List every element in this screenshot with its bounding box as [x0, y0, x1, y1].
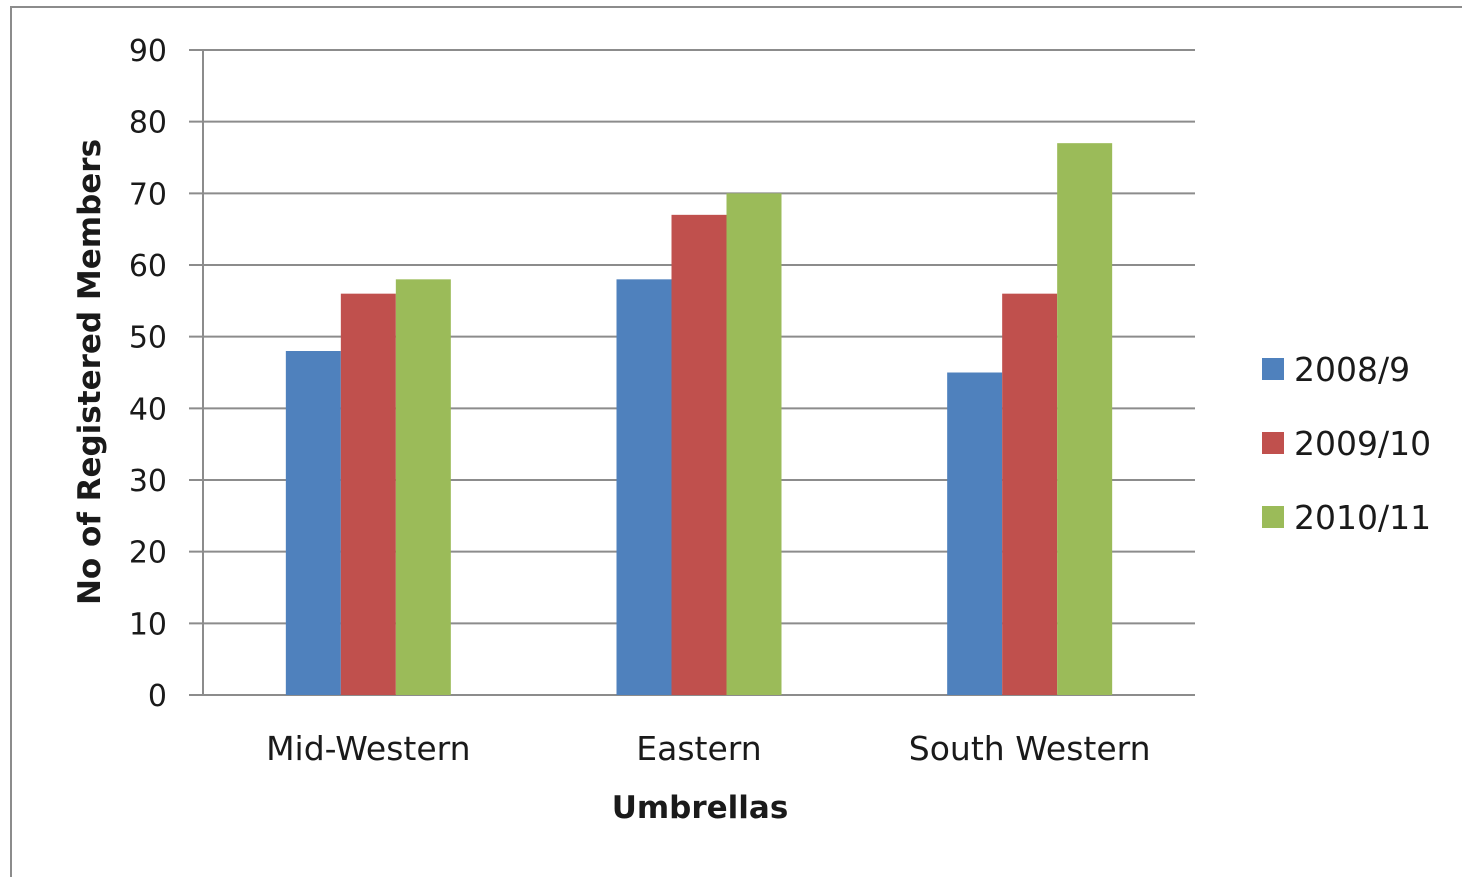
bar-2010-11-south-western [1057, 143, 1113, 695]
legend-swatch [1262, 358, 1284, 380]
y-tick-label: 0 [148, 679, 167, 714]
y-tick-label: 70 [129, 177, 167, 212]
y-tick-label: 80 [129, 106, 167, 141]
bar-2009-10-south-western [1002, 293, 1058, 695]
x-category-label: Eastern [636, 729, 761, 768]
x-axis-categories: Mid-Western Eastern South Western [266, 729, 1150, 768]
bar-2008-9-eastern [616, 279, 672, 695]
y-tick-label: 20 [129, 536, 167, 571]
y-tick-label: 10 [129, 607, 167, 642]
legend-label: 2010/11 [1294, 498, 1431, 537]
legend-swatch [1262, 432, 1284, 454]
legend-swatch [1262, 506, 1284, 528]
x-category-label: South Western [909, 729, 1151, 768]
chart-frame [10, 6, 1462, 877]
y-tick-label: 60 [129, 249, 167, 284]
legend-label: 2009/10 [1294, 424, 1431, 463]
y-axis-title: No of Registered Members [72, 139, 108, 605]
y-tick-label: 30 [129, 464, 167, 499]
bar-2009-10-mid-western [340, 293, 396, 695]
bars [285, 143, 1113, 696]
bar-2010-11-eastern [726, 193, 782, 696]
bar-2008-9-mid-western [285, 351, 341, 695]
y-tick-label: 40 [129, 392, 167, 427]
x-category-label: Mid-Western [266, 729, 471, 768]
legend-label: 2008/9 [1294, 350, 1410, 389]
x-axis-title: Umbrellas [612, 790, 789, 826]
bar-2009-10-eastern [671, 214, 727, 696]
y-tick-label: 50 [129, 321, 167, 356]
bar-2010-11-mid-western [395, 279, 451, 695]
y-tick-label: 90 [129, 34, 167, 69]
y-axis-ticks: 0 10 20 30 40 50 60 70 80 90 [129, 34, 167, 714]
bar-2008-9-south-western [947, 372, 1003, 695]
legend: 2008/9 2009/10 2010/11 [1262, 350, 1431, 537]
